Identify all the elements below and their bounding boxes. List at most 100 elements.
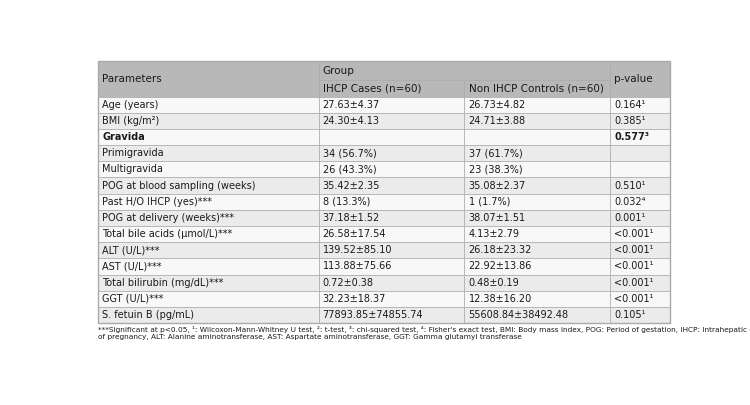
Bar (319, 242, 464, 258)
Bar (610, 97, 670, 113)
Bar (464, 226, 610, 242)
Text: 26 (43.3%): 26 (43.3%) (322, 164, 376, 175)
Bar (464, 307, 610, 323)
Bar (319, 226, 464, 242)
Bar (98, 61, 670, 323)
Text: 26.18±23.32: 26.18±23.32 (469, 245, 532, 255)
Bar (464, 291, 610, 307)
Bar (98, 210, 319, 226)
Bar (610, 113, 670, 129)
Bar (610, 61, 670, 81)
Bar (98, 113, 319, 129)
Bar (610, 226, 670, 242)
Text: 0.385¹: 0.385¹ (614, 116, 646, 126)
Text: Past H/O IHCP (yes)***: Past H/O IHCP (yes)*** (103, 197, 212, 207)
Bar (610, 61, 670, 97)
Text: 12.38±16.20: 12.38±16.20 (469, 294, 532, 304)
Text: 23 (38.3%): 23 (38.3%) (469, 164, 522, 175)
Text: 24.30±4.13: 24.30±4.13 (322, 116, 380, 126)
Text: <0.001¹: <0.001¹ (614, 229, 654, 239)
Bar (319, 194, 464, 210)
Text: IHCP Cases (n=60): IHCP Cases (n=60) (322, 83, 422, 94)
Text: 26.58±17.54: 26.58±17.54 (322, 229, 386, 239)
Text: 0.577³: 0.577³ (614, 132, 650, 142)
Bar (98, 61, 319, 97)
Bar (319, 61, 610, 81)
Text: <0.001¹: <0.001¹ (614, 245, 654, 255)
Bar (319, 291, 464, 307)
Bar (319, 210, 464, 226)
Bar (319, 113, 464, 129)
Text: 27.63±4.37: 27.63±4.37 (322, 100, 380, 110)
Text: 35.08±2.37: 35.08±2.37 (469, 181, 526, 191)
Text: 35.42±2.35: 35.42±2.35 (322, 181, 380, 191)
Bar (464, 113, 610, 129)
Text: Total bile acids (µmol/L)***: Total bile acids (µmol/L)*** (103, 229, 232, 239)
Bar (98, 145, 319, 161)
Bar (464, 194, 610, 210)
Bar (464, 275, 610, 291)
Text: 0.48±0.19: 0.48±0.19 (469, 277, 519, 288)
Bar (610, 161, 670, 177)
Text: Group: Group (322, 66, 355, 76)
Bar (98, 61, 319, 81)
Text: AST (U/L)***: AST (U/L)*** (103, 261, 162, 271)
Text: 24.71±3.88: 24.71±3.88 (469, 116, 526, 126)
Text: 26.73±4.82: 26.73±4.82 (469, 100, 526, 110)
Text: 1 (1.7%): 1 (1.7%) (469, 197, 510, 207)
Bar (610, 194, 670, 210)
Text: 37 (61.7%): 37 (61.7%) (469, 148, 522, 158)
Bar (610, 242, 670, 258)
Text: GGT (U/L)***: GGT (U/L)*** (103, 294, 164, 304)
Text: Total bilirubin (mg/dL)***: Total bilirubin (mg/dL)*** (103, 277, 224, 288)
Bar (98, 258, 319, 275)
Bar (98, 291, 319, 307)
Text: Parameters: Parameters (103, 74, 162, 84)
Bar (98, 161, 319, 177)
Bar (464, 145, 610, 161)
Bar (610, 258, 670, 275)
Bar (464, 129, 610, 145)
Bar (98, 275, 319, 291)
Bar (98, 226, 319, 242)
Bar (610, 177, 670, 194)
Bar (319, 258, 464, 275)
Bar (98, 129, 319, 145)
Text: POG at delivery (weeks)***: POG at delivery (weeks)*** (103, 213, 235, 223)
Text: p-value: p-value (614, 74, 653, 84)
Text: 0.164¹: 0.164¹ (614, 100, 646, 110)
Text: Multigravida: Multigravida (103, 164, 164, 175)
Text: 32.23±18.37: 32.23±18.37 (322, 294, 386, 304)
Text: 8 (13.3%): 8 (13.3%) (322, 197, 370, 207)
Text: 38.07±1.51: 38.07±1.51 (469, 213, 526, 223)
Text: POG at blood sampling (weeks): POG at blood sampling (weeks) (103, 181, 256, 191)
Bar (98, 177, 319, 194)
Text: 55608.84±38492.48: 55608.84±38492.48 (469, 310, 568, 320)
Text: 77893.85±74855.74: 77893.85±74855.74 (322, 310, 423, 320)
Text: Age (years): Age (years) (103, 100, 159, 110)
Bar (98, 194, 319, 210)
Bar (464, 177, 610, 194)
Text: BMI (kg/m²): BMI (kg/m²) (103, 116, 160, 126)
Text: 0.105¹: 0.105¹ (614, 310, 646, 320)
Bar (319, 275, 464, 291)
Bar (464, 242, 610, 258)
Text: Primigravida: Primigravida (103, 148, 164, 158)
Bar (610, 275, 670, 291)
Text: 4.13±2.79: 4.13±2.79 (469, 229, 520, 239)
Text: Gravida: Gravida (103, 132, 146, 142)
Bar (319, 177, 464, 194)
Text: 0.72±0.38: 0.72±0.38 (322, 277, 374, 288)
Text: 139.52±85.10: 139.52±85.10 (322, 245, 392, 255)
Bar (610, 129, 670, 145)
Bar (98, 97, 319, 113)
Text: Non IHCP Controls (n=60): Non IHCP Controls (n=60) (469, 83, 604, 94)
Bar (464, 258, 610, 275)
Bar (98, 242, 319, 258)
Bar (464, 81, 610, 97)
Bar (610, 291, 670, 307)
Bar (610, 145, 670, 161)
Text: 113.88±75.66: 113.88±75.66 (322, 261, 392, 271)
Text: ALT (U/L)***: ALT (U/L)*** (103, 245, 160, 255)
Text: <0.001¹: <0.001¹ (614, 294, 654, 304)
